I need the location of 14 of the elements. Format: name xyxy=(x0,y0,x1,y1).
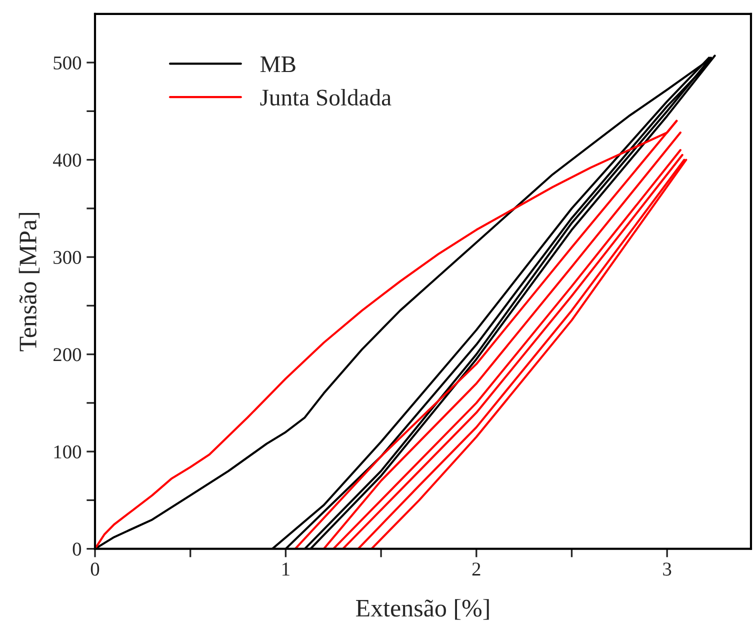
y-tick-label: 500 xyxy=(54,56,82,70)
x-tick-label: 2 xyxy=(472,562,480,576)
x-axis-title: Extensão [%] xyxy=(356,599,489,620)
y-tick-label: 0 xyxy=(72,542,82,556)
y-tick-label: 200 xyxy=(53,348,82,362)
legend-label: MB xyxy=(260,56,296,72)
x-tick-label: 0 xyxy=(90,562,100,576)
y-tick-label: 300 xyxy=(54,250,82,264)
y-tick-label: 100 xyxy=(54,445,82,458)
y-tick-label: 400 xyxy=(53,154,82,167)
x-tick-label: 3 xyxy=(663,562,672,576)
x-tick-label: 1 xyxy=(282,562,290,576)
legend-label: Junta Soldada xyxy=(260,88,392,106)
y-axis-title: Tensão [MPa] xyxy=(18,212,40,352)
